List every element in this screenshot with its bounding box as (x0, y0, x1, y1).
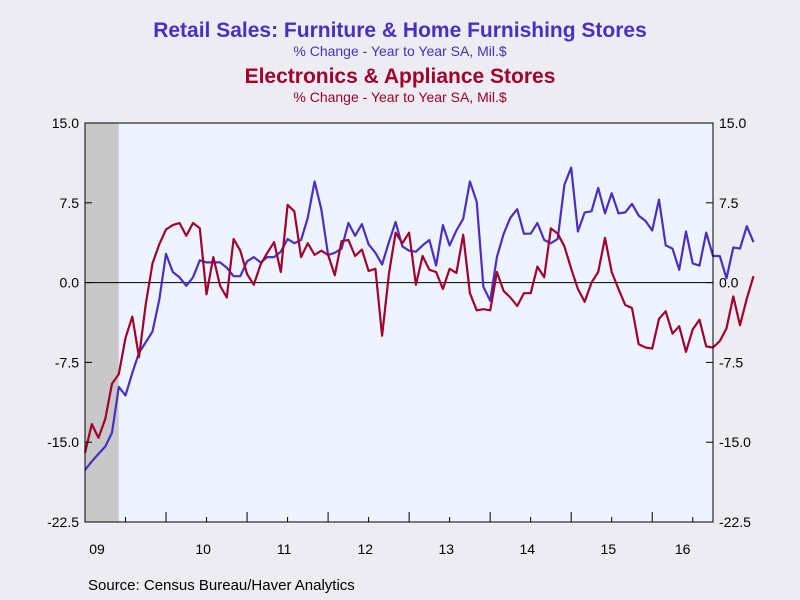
y-tick-label-right: -22.5 (719, 514, 751, 530)
y-tick-label-left: 15.0 (52, 115, 79, 131)
chart-title-1: Retail Sales: Furniture & Home Furnishin… (153, 19, 647, 42)
x-tick-label: 16 (675, 541, 691, 557)
x-tick-label: 14 (520, 541, 536, 557)
y-tick-label-right: 0.0 (719, 275, 739, 291)
chart-title-2: Electronics & Appliance Stores (244, 65, 556, 88)
x-tick-label: 10 (195, 541, 211, 557)
y-tick-label-left: 0.0 (60, 275, 80, 291)
chart-subtitle-2: % Change - Year to Year SA, Mil.$ (293, 89, 507, 105)
chart-subtitle-1: % Change - Year to Year SA, Mil.$ (293, 43, 507, 59)
x-tick-label: 15 (601, 541, 617, 557)
series-line-2 (83, 203, 755, 454)
source-note: Source: Census Bureau/Haver Analytics (88, 577, 355, 594)
plot-area (85, 123, 713, 522)
y-tick-label-left: -7.5 (55, 354, 79, 370)
y-tick-label-right: 15.0 (719, 115, 746, 131)
recession-shading (85, 123, 119, 522)
x-tick-label: 12 (357, 541, 373, 557)
y-tick-label-right: 7.5 (719, 195, 739, 211)
y-tick-label-right: -7.5 (719, 354, 743, 370)
plot-frame (84, 122, 714, 523)
y-tick-label-left: -22.5 (47, 514, 79, 530)
x-tick-label: 11 (277, 541, 292, 557)
y-tick-label-right: -15.0 (719, 434, 751, 450)
x-tick-label: 09 (89, 541, 105, 557)
x-tick-label: 13 (438, 541, 454, 557)
y-tick-label-left: -15.0 (47, 434, 79, 450)
y-tick-label-left: 7.5 (60, 195, 80, 211)
series-line-1 (84, 166, 755, 471)
